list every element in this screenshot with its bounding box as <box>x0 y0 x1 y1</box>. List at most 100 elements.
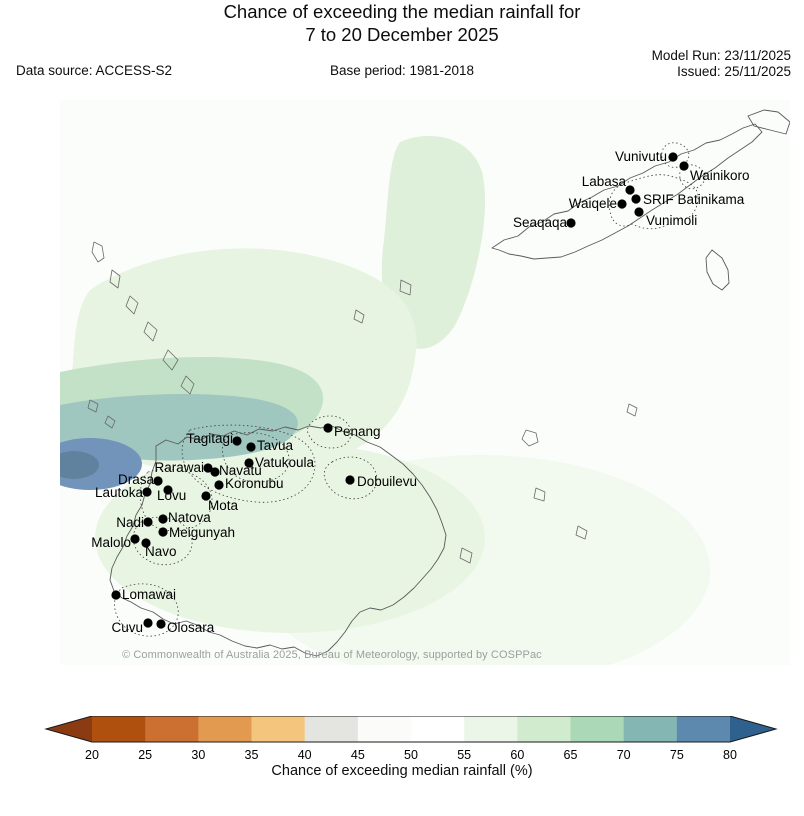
colorbar-outline <box>44 716 778 743</box>
shade-55-60-band-upper <box>381 135 486 349</box>
station-label: Tavua <box>257 438 294 453</box>
station-dot-cuvu <box>143 618 153 628</box>
colorbar-segment <box>145 716 199 742</box>
station-dot-koronubu <box>214 480 224 490</box>
station-label: Wainikoro <box>690 168 750 183</box>
station-dot-tagitagi <box>232 436 242 446</box>
model-run-text: Model Run: 23/11/2025 <box>651 48 791 63</box>
colorbar-label: Chance of exceeding median rainfall (%) <box>271 763 533 779</box>
station-label: Drasa <box>118 472 155 487</box>
colorbar-tick: 65 <box>564 748 578 762</box>
station-dot-lovu <box>163 485 173 495</box>
station-dot-rarawai <box>203 463 213 473</box>
base-period-text: Base period: 1981-2018 <box>329 63 475 78</box>
coastline-viti-levu <box>109 424 447 657</box>
run-info: Model Run: 23/11/2025 Issued: 25/11/2025 <box>652 48 791 79</box>
colorbar-segment <box>92 716 146 742</box>
station-dot-nadi <box>143 517 153 527</box>
colorbar-tick: 70 <box>617 748 631 762</box>
station-label: Lovu <box>157 488 186 503</box>
coastline-northeast-fragment <box>747 109 791 135</box>
colorbar-segment <box>464 716 518 742</box>
station-dot-srif-batinikama <box>631 194 641 204</box>
station-label: Vunimoli <box>646 213 697 228</box>
colorbar-tick: 45 <box>351 748 365 762</box>
coastline-small-islands <box>353 279 638 564</box>
colorbar-segment <box>623 716 678 742</box>
station-dot-seaqaqa <box>566 218 576 228</box>
station-label: Natova <box>168 510 211 525</box>
title-line2: 7 to 20 December 2025 <box>305 23 499 45</box>
station-dot-lomawai <box>111 590 121 600</box>
station-label: Lautoka <box>95 485 144 500</box>
colorbar-tick: 50 <box>404 748 418 762</box>
station-label: Mota <box>208 498 239 513</box>
data-source-text: Data source: ACCESS-S2 <box>16 63 173 78</box>
colorbar-segment <box>198 716 253 742</box>
coastlines-layer <box>87 109 791 657</box>
station-dot-mota <box>201 491 211 501</box>
station-label: Seaqaqa <box>513 215 568 230</box>
station-label: SRIF Batinikama <box>643 192 745 207</box>
station-dot-vunimoli <box>634 207 644 217</box>
colorbar-left-arrow <box>46 716 92 742</box>
colorbar-tick: 25 <box>138 748 152 762</box>
station-dot-tavua <box>246 442 256 452</box>
station-dot-malolo <box>130 534 140 544</box>
colorbar-tick: 75 <box>670 748 684 762</box>
coastline-yasawa-chain <box>87 241 195 429</box>
colorbar-tick: 55 <box>457 748 471 762</box>
station-label: Penang <box>334 424 381 439</box>
station-label: Lomawai <box>122 587 176 602</box>
colorbar: 20 25 30 35 40 45 50 55 60 65 70 75 80 <box>44 716 778 762</box>
station-dot-vunivutu <box>668 152 678 162</box>
colorbar-tick: 35 <box>245 748 259 762</box>
station-dot-labasa <box>625 185 635 195</box>
station-label: Navatu <box>219 463 262 478</box>
title-line1: Chance of exceeding the median rainfall … <box>223 1 581 22</box>
colorbar-tick: 40 <box>298 748 312 762</box>
colorbar-tick: 20 <box>85 748 99 762</box>
station-label: Vatukoula <box>255 455 315 470</box>
station-label: Waiqele <box>569 196 617 211</box>
station-dot-penang <box>323 423 333 433</box>
fiji-rainfall-map: Vunivutu Wainikoro Labasa SRIF Batinikama Wa… <box>38 100 791 685</box>
station-label: Rarawai <box>154 460 204 475</box>
page-title: Chance of exceeding the median rainfall … <box>0 1 804 46</box>
station-label: Olosara <box>167 620 215 635</box>
station-label: Navo <box>145 544 177 559</box>
colorbar-ticks: 20 25 30 35 40 45 50 55 60 65 70 75 80 <box>85 748 737 762</box>
colorbar-tick: 30 <box>191 748 205 762</box>
station-dot-waiqele <box>617 199 627 209</box>
colorbar-right-arrow <box>730 716 776 742</box>
coastline-taveuni <box>705 249 730 291</box>
colorbar-segment <box>570 716 625 742</box>
station-dot-meigunyah <box>158 527 168 537</box>
station-label: Tagitagi <box>186 431 233 446</box>
colorbar-tick: 60 <box>510 748 524 762</box>
station-dot-wainikoro <box>679 161 689 171</box>
station-dot-vatukoula <box>244 458 254 468</box>
colorbar-segment <box>357 716 412 742</box>
shade-55-60-south <box>95 443 485 633</box>
station-dot-olosara <box>156 619 166 629</box>
station-label: Labasa <box>582 174 627 189</box>
station-dot-navo <box>141 538 151 548</box>
station-dot-dobuilevu <box>345 475 355 485</box>
shade-80-core <box>49 451 99 479</box>
stations-layer: Vunivutu Wainikoro Labasa SRIF Batinikama Wa… <box>91 149 749 635</box>
colorbar-segment <box>304 716 359 742</box>
colorbar-segment <box>676 716 731 742</box>
station-dot-drasa <box>153 476 163 486</box>
station-dot-lautoka <box>142 487 152 497</box>
station-dot-navatu <box>210 467 220 477</box>
colorbar-segment <box>251 716 306 742</box>
station-dot-natova <box>158 514 168 524</box>
station-label: Malolo <box>91 535 131 550</box>
station-label: Meigunyah <box>169 525 235 540</box>
station-label: Vunivutu <box>615 149 667 164</box>
station-label: Cuvu <box>111 620 143 635</box>
map-area: Vunivutu Wainikoro Labasa SRIF Batinikama Wa… <box>38 100 791 685</box>
coastline-vanua-levu <box>491 123 763 260</box>
copyright-text: © Commonwealth of Australia 2025, Bureau… <box>122 649 542 661</box>
